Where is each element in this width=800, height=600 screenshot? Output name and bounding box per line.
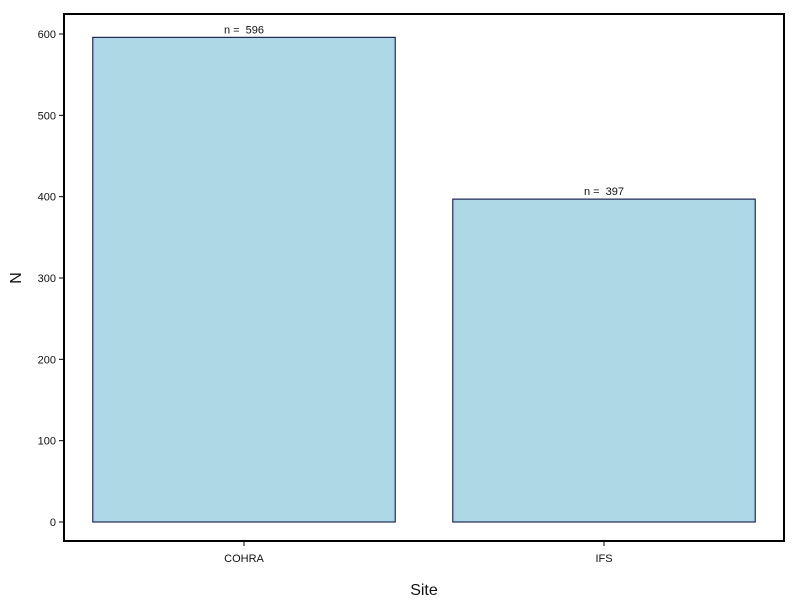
x-axis-ticks: COHRA IFS xyxy=(224,541,613,565)
y-axis-title: N xyxy=(8,272,25,284)
y-tick-label: 600 xyxy=(38,29,56,41)
y-tick-label: 200 xyxy=(38,354,56,366)
data-labels-group: n = 596 n = 397 xyxy=(224,24,624,198)
bar-data-label: n = 397 xyxy=(584,186,624,198)
plot-frame xyxy=(63,13,785,542)
x-tick-label: COHRA xyxy=(224,553,264,565)
y-tick-label: 400 xyxy=(38,192,56,204)
y-axis-ticks: 0 100 200 300 400 500 600 xyxy=(38,29,64,529)
bar-cohra xyxy=(92,36,396,523)
bar-data-label: n = 596 xyxy=(224,24,264,36)
bars-group xyxy=(92,36,756,523)
y-tick-label: 100 xyxy=(38,436,56,448)
x-axis-title: Site xyxy=(410,582,438,599)
y-tick-label: 500 xyxy=(38,110,56,122)
y-tick-label: 0 xyxy=(50,517,56,529)
x-tick-label: IFS xyxy=(595,553,612,565)
y-tick-label: 300 xyxy=(38,273,56,285)
bar-ifs xyxy=(452,198,756,523)
